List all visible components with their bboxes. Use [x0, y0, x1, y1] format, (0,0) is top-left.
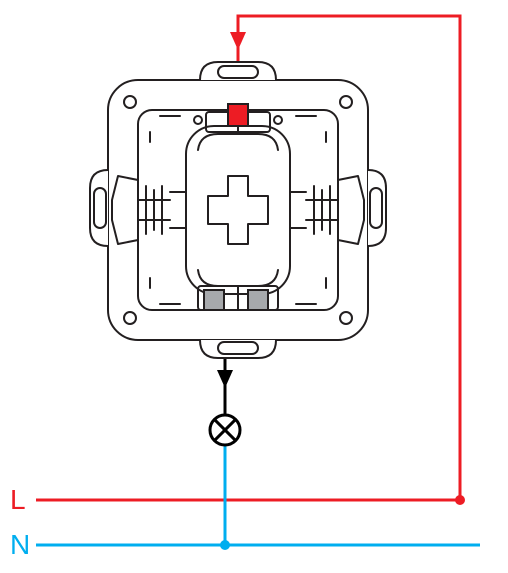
wiring-diagram: L N — [0, 0, 508, 573]
terminal-load-1 — [204, 290, 224, 310]
arrow-live-in — [230, 32, 246, 50]
lamp-symbol — [210, 415, 240, 445]
terminal-load-2 — [248, 290, 268, 310]
arrow-load-out — [217, 370, 233, 388]
node-neutral — [220, 540, 230, 550]
terminal-live-in — [228, 104, 248, 126]
node-live — [455, 495, 465, 505]
label-live: L — [10, 484, 26, 515]
label-neutral: N — [10, 529, 30, 560]
